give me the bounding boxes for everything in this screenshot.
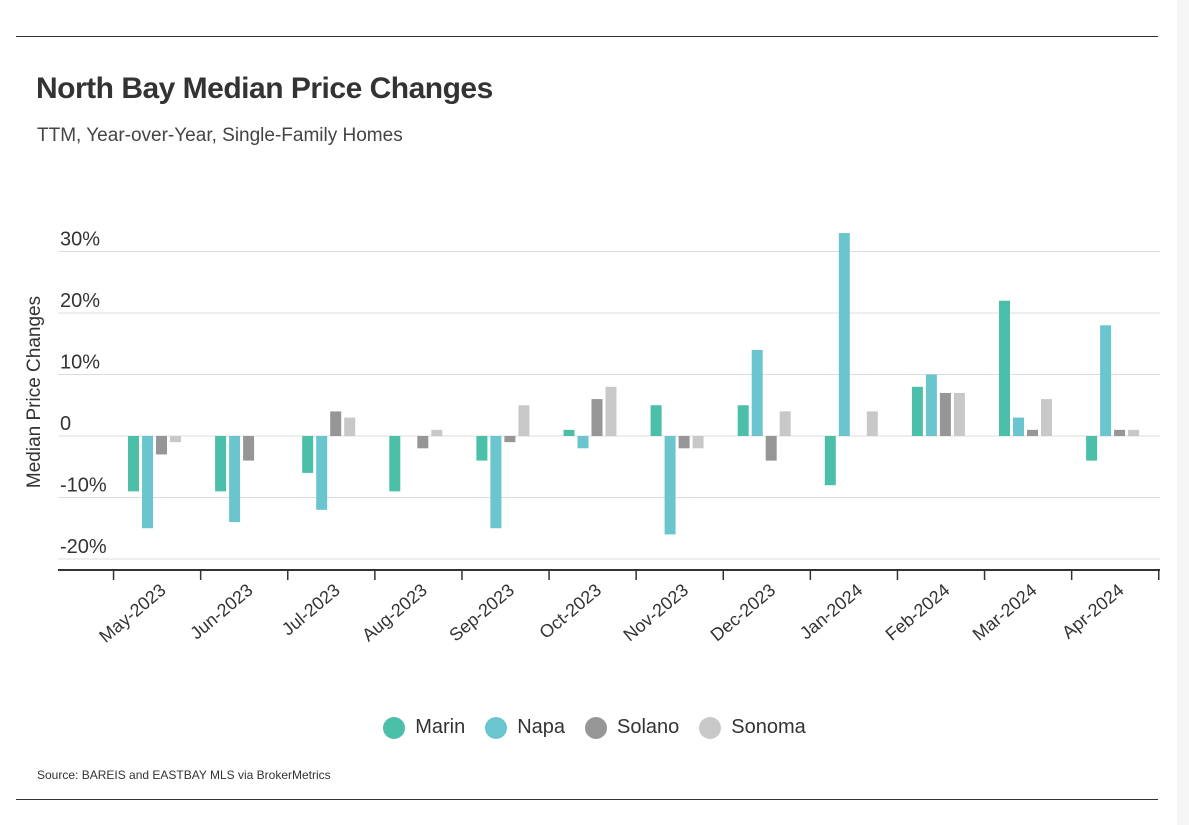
legend-swatch <box>485 716 508 739</box>
legend-swatch <box>699 716 722 739</box>
bottom-rule <box>16 799 1158 800</box>
top-rule <box>16 36 1158 37</box>
y-tick-labels: 30% 20% 10% 0 -10% -20% <box>60 229 107 559</box>
bar-sonoma <box>170 436 181 443</box>
bar-marin <box>215 436 227 492</box>
bar-napa <box>751 349 763 436</box>
bar-marin <box>650 405 662 436</box>
y-tick-label: -10% <box>60 475 107 497</box>
bar-marin <box>824 436 836 486</box>
bar-napa <box>577 436 589 449</box>
x-tick-labels: May-2023 Jun-2023 Jul-2023 Aug-2023 Sep-2023… <box>95 580 1127 647</box>
bar-solano <box>939 392 951 436</box>
bar-marin <box>563 429 575 436</box>
legend-label: Napa <box>517 716 566 738</box>
bar-marin <box>128 436 139 492</box>
legend-label: Sonoma <box>731 716 806 738</box>
bar-napa <box>925 374 937 436</box>
bar-solano <box>417 436 429 449</box>
bar-sonoma <box>779 411 791 436</box>
legend-label: Marin <box>415 716 466 738</box>
bar-marin <box>737 405 749 436</box>
y-tick-label: 0 <box>60 413 71 435</box>
bar-solano <box>1114 429 1126 436</box>
bar-solano <box>330 411 342 436</box>
bar-napa <box>838 233 850 436</box>
bar-solano <box>243 436 255 461</box>
y-tick-label: 20% <box>60 290 100 312</box>
legend-item-napa: Napa <box>485 716 565 739</box>
bar-sonoma <box>1128 429 1140 436</box>
legend-item-solano: Solano <box>585 716 679 739</box>
scrollbar[interactable] <box>1177 0 1189 825</box>
x-tick-label: Jul-2023 <box>278 580 344 640</box>
x-tick-label: Aug-2023 <box>358 580 431 646</box>
bar-sonoma <box>518 405 530 436</box>
bar-solano <box>156 436 167 455</box>
legend-item-sonoma: Sonoma <box>699 716 806 739</box>
bar-napa <box>1100 325 1112 436</box>
legend: Marin Napa Solano Sonoma <box>0 716 1189 739</box>
bar-solano <box>765 436 777 461</box>
bar-napa <box>142 436 153 529</box>
x-tick-label: May-2023 <box>95 580 169 647</box>
bar-marin <box>302 436 314 473</box>
bar-marin <box>911 386 923 436</box>
chart-subtitle: TTM, Year-over-Year, Single-Family Homes <box>37 125 403 146</box>
bars <box>128 233 1140 535</box>
y-tick-label: 10% <box>60 352 100 374</box>
bar-solano <box>504 436 516 443</box>
bar-sonoma <box>953 392 965 436</box>
bar-sonoma <box>431 429 443 436</box>
bar-sonoma <box>866 411 878 436</box>
bar-napa <box>316 436 328 510</box>
x-tick-label: Jan-2024 <box>796 580 866 644</box>
x-tick-label: Dec-2023 <box>707 580 780 645</box>
x-tick-label: Sep-2023 <box>445 580 518 646</box>
x-tick-label: Mar-2024 <box>969 580 1041 645</box>
bar-napa <box>1013 417 1024 436</box>
bar-sonoma <box>692 436 704 449</box>
legend-label: Solano <box>617 716 680 738</box>
source-note: Source: BAREIS and EASTBAY MLS via Broke… <box>37 768 331 782</box>
x-tick-label: Apr-2024 <box>1058 580 1128 643</box>
bar-solano <box>1027 429 1038 436</box>
legend-swatch <box>585 716 608 739</box>
x-tick-label: Nov-2023 <box>620 580 693 645</box>
bar-napa <box>664 436 676 535</box>
y-tick-label: -20% <box>60 536 107 558</box>
y-axis-label: Median Price Changes <box>24 296 45 488</box>
bar-marin <box>476 436 488 461</box>
bar-chart: 30% 20% 10% 0 -10% -20% May-2023 Jun-2023 Jul-2… <box>24 229 1160 647</box>
bar-marin <box>1086 436 1098 461</box>
x-tick-label: Jun-2023 <box>186 580 256 644</box>
bar-napa <box>490 436 502 529</box>
bar-sonoma <box>605 386 617 436</box>
bar-solano <box>678 436 690 449</box>
axes <box>58 569 1160 580</box>
chart-title: North Bay Median Price Changes <box>36 72 493 105</box>
legend-swatch <box>383 716 406 739</box>
x-tick-label: Feb-2024 <box>882 580 954 645</box>
bar-marin <box>999 300 1010 436</box>
x-tick-label: Oct-2023 <box>535 580 605 643</box>
bar-marin <box>389 436 401 492</box>
bar-sonoma <box>1041 399 1052 436</box>
y-tick-label: 30% <box>60 229 100 251</box>
legend-item-marin: Marin <box>383 716 465 739</box>
bar-napa <box>229 436 241 523</box>
bar-sonoma <box>344 417 356 436</box>
bar-solano <box>591 399 603 436</box>
